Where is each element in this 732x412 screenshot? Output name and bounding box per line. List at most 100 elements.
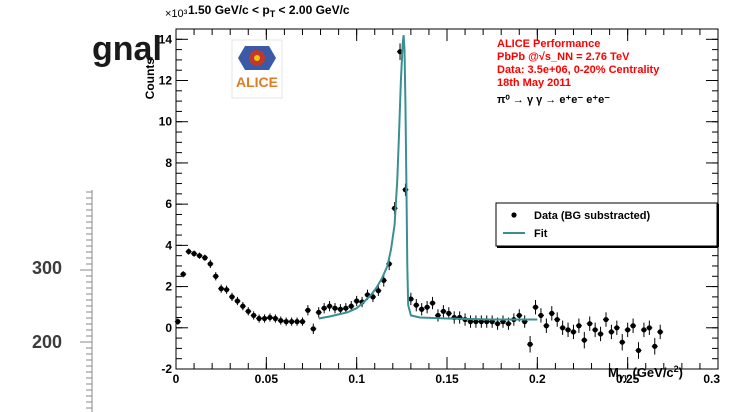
data-point <box>652 343 658 349</box>
data-point <box>283 319 289 325</box>
x-axis-label-subscript: γγ <box>619 372 630 382</box>
x-tick-label: 0.1 <box>348 372 365 386</box>
x-tick-label: 0.15 <box>435 372 459 386</box>
data-point <box>218 286 224 292</box>
data-point <box>256 315 262 322</box>
data-point <box>576 323 582 329</box>
x-axis-label-m: M <box>608 365 619 380</box>
background-axis-ticks <box>80 191 92 409</box>
data-point <box>581 337 587 343</box>
y-axis-ticks: -2 0 2 4 6 8 10 12 14 <box>159 28 718 376</box>
y-axis-label: Counts <box>143 58 157 100</box>
y-tick-label: 6 <box>165 197 172 211</box>
data-point <box>316 309 322 315</box>
data-point <box>223 287 230 293</box>
data-point <box>229 294 235 300</box>
background-axis-label-200: 200 <box>32 332 63 352</box>
data-point <box>343 305 349 311</box>
data-point <box>597 331 604 337</box>
data-point <box>603 316 609 323</box>
data-point <box>592 327 598 333</box>
annotation-block: ALICE Performance PbPb @√s_NN = 2.76 TeV… <box>497 38 660 106</box>
data-point <box>321 305 327 311</box>
data-point <box>549 310 555 316</box>
data-point <box>408 296 414 302</box>
data-point <box>614 325 620 331</box>
data-point <box>543 323 549 329</box>
data-point <box>180 271 186 277</box>
x-axis-ticks: 0 0.05 0.1 0.15 0.2 0.25 0.3 <box>173 29 720 386</box>
y-tick-label: 14 <box>159 32 173 46</box>
data-point <box>641 327 647 333</box>
data-point <box>186 248 192 255</box>
data-point <box>234 298 241 304</box>
y-tick-label: 12 <box>159 74 173 88</box>
x-axis-label: Mγγ (GeV/c2) <box>608 364 683 382</box>
data-point <box>527 341 533 347</box>
data-point <box>419 306 425 312</box>
logo-text: ALICE <box>236 74 278 90</box>
data-point <box>446 310 452 316</box>
annotation-line-2: PbPb @√s_NN = 2.76 TeV <box>497 51 630 63</box>
data-point <box>478 319 484 325</box>
chart-title: 1.50 GeV/c < pT < 2.00 GeV/c <box>188 3 350 19</box>
data-point <box>619 339 625 345</box>
data-point <box>251 312 257 319</box>
annotation-line-4: 18th May 2011 <box>497 77 571 89</box>
data-point <box>332 305 338 311</box>
data-point <box>435 312 441 319</box>
annotation-line-3: Data: 3.5e+06, 0-20% Centrality <box>497 64 660 76</box>
data-point <box>630 323 636 329</box>
x-tick-label: 0.25 <box>616 372 640 386</box>
data-point <box>560 325 566 331</box>
data-point <box>440 308 446 314</box>
data-point <box>473 319 479 325</box>
chart-title-text: 1.50 GeV/c < p <box>188 3 270 17</box>
data-point <box>267 314 273 321</box>
data-point <box>467 319 474 325</box>
data-point <box>240 303 246 309</box>
data-point <box>657 329 663 335</box>
data-point <box>608 329 615 335</box>
x-tick-label: 0.05 <box>255 372 279 386</box>
data-point <box>261 315 268 322</box>
data-point <box>635 347 642 354</box>
background-axis-label-300: 300 <box>32 258 63 278</box>
y-tick-label: -2 <box>161 362 172 376</box>
data-point <box>289 319 295 325</box>
y-tick-label: 4 <box>165 238 172 252</box>
legend-data-label: Data (BG substracted) <box>534 210 650 222</box>
slide-title-fragment: gnal <box>92 30 162 68</box>
data-point <box>294 319 300 325</box>
background-axis <box>80 190 93 412</box>
data-series <box>174 43 664 359</box>
data-point <box>565 327 571 333</box>
data-point <box>587 321 593 327</box>
data-point <box>175 319 181 325</box>
data-point <box>646 325 652 331</box>
x-axis-label-close: ) <box>679 365 683 380</box>
data-point <box>196 253 203 259</box>
alice-logo: ALICE <box>231 39 283 99</box>
fit-line <box>318 35 538 321</box>
data-point <box>429 300 436 306</box>
data-point <box>532 304 539 310</box>
data-point <box>213 273 219 279</box>
data-point <box>554 316 560 323</box>
y-tick-label: 2 <box>165 280 172 294</box>
x-tick-label: 0 <box>173 372 180 386</box>
data-point <box>245 308 251 314</box>
data-point <box>625 327 631 333</box>
legend: Data (BG substracted) Fit <box>495 202 719 248</box>
x-tick-label: 0.2 <box>529 372 546 386</box>
data-point <box>337 306 344 312</box>
data-point <box>326 303 333 309</box>
data-point <box>202 255 208 261</box>
data-point <box>516 312 522 319</box>
chart-title-range-end: < 2.00 GeV/c <box>275 3 350 17</box>
x-tick-label: 0.3 <box>703 372 720 386</box>
data-point <box>424 304 430 310</box>
y-exponent: ×10³ <box>165 8 188 20</box>
data-point <box>348 303 354 309</box>
data-point <box>413 302 419 308</box>
